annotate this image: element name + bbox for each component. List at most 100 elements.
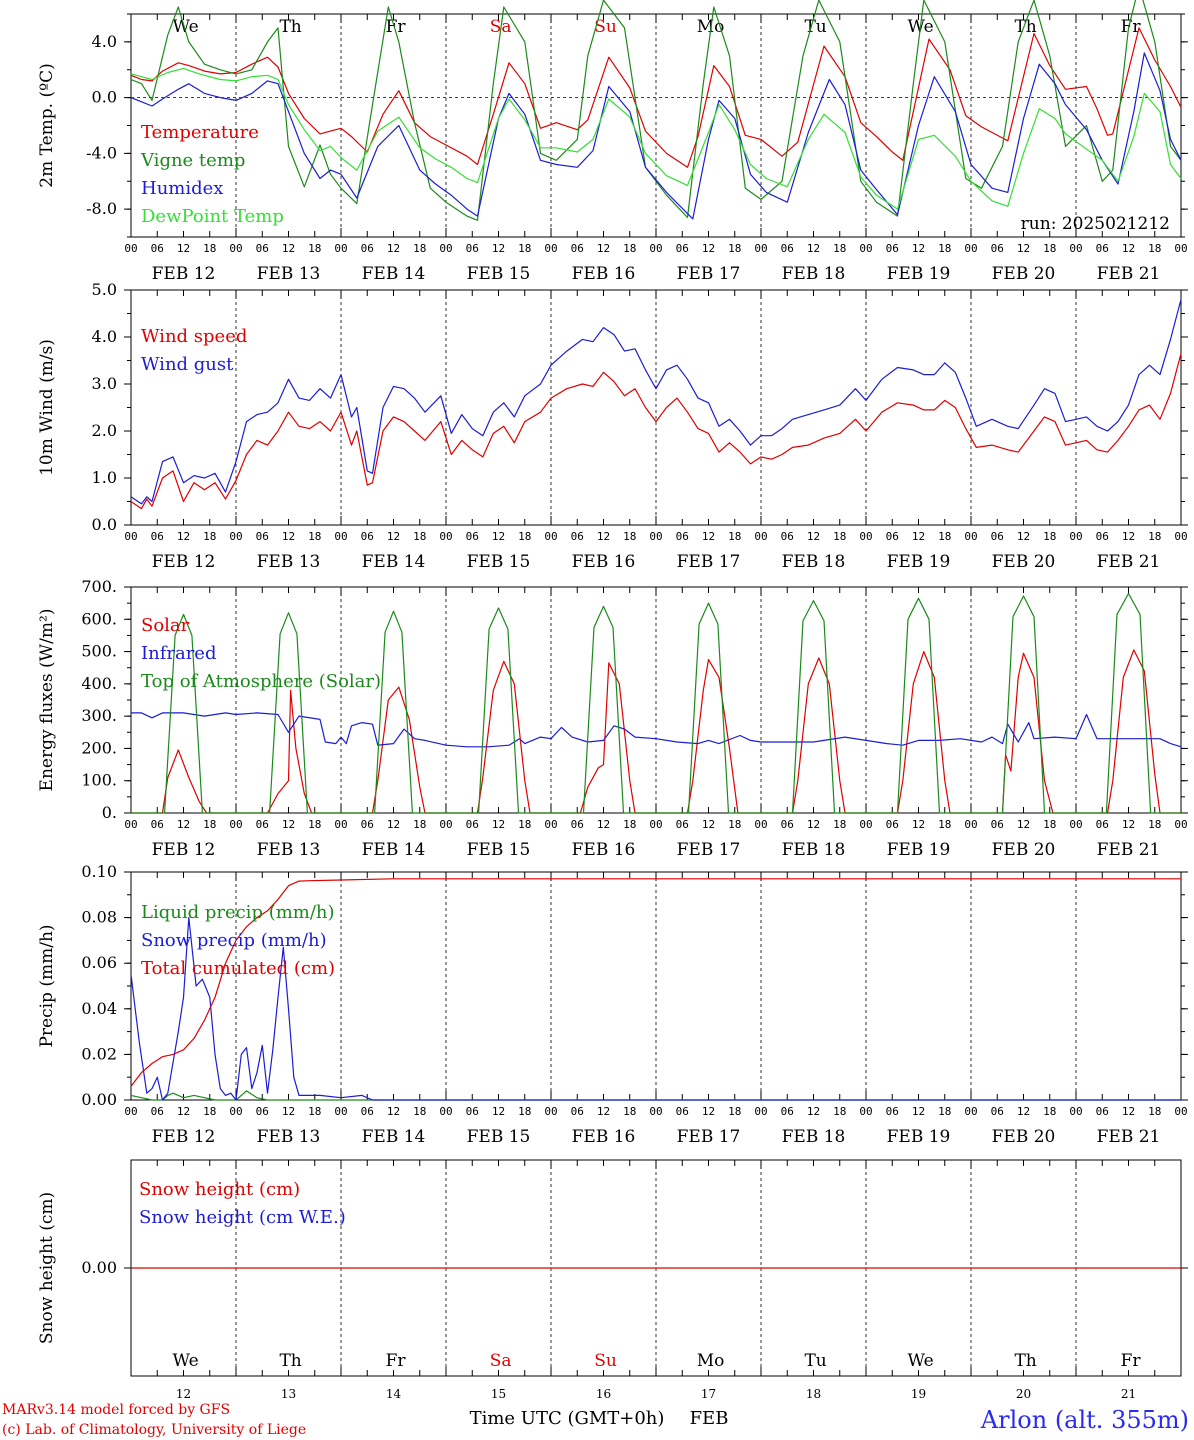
hour-tick-label: 00	[1174, 530, 1187, 543]
hour-tick-label: 12	[492, 818, 505, 831]
hour-tick-label: 06	[886, 1105, 899, 1118]
series-line	[130, 878, 1181, 1087]
hour-tick-label: 06	[991, 818, 1004, 831]
series-line	[131, 592, 1181, 814]
legend-entry: Vigne temp	[140, 150, 245, 171]
y-tick-label: 0.00	[81, 1090, 117, 1109]
hour-tick-label: 00	[859, 530, 872, 543]
hour-tick-label: 18	[623, 530, 636, 543]
y-axis-title: 2m Temp. (ºC)	[37, 63, 57, 188]
hour-tick-label: 12	[807, 242, 820, 255]
hour-tick-label: 18	[623, 1105, 636, 1118]
hour-tick-label: 06	[361, 242, 374, 255]
hour-tick-label: 12	[177, 1105, 190, 1118]
hour-tick-label: 00	[124, 1105, 137, 1118]
hour-tick-label: 06	[361, 530, 374, 543]
hour-tick-label: 00	[1069, 530, 1082, 543]
date-label: FEB 16	[572, 1127, 636, 1147]
hour-tick-label: 12	[1017, 1105, 1030, 1118]
weekday-label: Mo	[697, 1351, 725, 1371]
weekday-label: We	[173, 17, 199, 37]
hour-tick-label: 00	[964, 242, 977, 255]
y-tick-label: 0.06	[81, 953, 117, 972]
date-label: FEB 13	[257, 1127, 321, 1147]
hour-tick-label: 12	[912, 1105, 925, 1118]
legend-entry: Infrared	[141, 643, 216, 664]
date-label: FEB 15	[467, 1127, 531, 1147]
day-number: 14	[386, 1387, 402, 1401]
hour-tick-label: 06	[781, 530, 794, 543]
date-label: FEB 15	[467, 264, 531, 284]
y-tick-label: 5.0	[92, 280, 117, 299]
hour-tick-label: 12	[807, 1105, 820, 1118]
series-line	[130, 299, 1182, 505]
hour-tick-label: 00	[229, 242, 242, 255]
y-axis-title: 10m Wind (m/s)	[37, 339, 57, 476]
y-tick-label: 700.	[81, 577, 117, 596]
hour-tick-label: 06	[1096, 242, 1109, 255]
y-tick-label: 500.	[81, 642, 117, 661]
hour-tick-label: 06	[991, 1105, 1004, 1118]
y-tick-label: 0.02	[81, 1044, 117, 1063]
hour-tick-label: 00	[124, 530, 137, 543]
credit-line-1: MARv3.14 model forced by GFS	[2, 1402, 230, 1418]
hour-tick-label: 18	[203, 1105, 216, 1118]
hour-tick-label: 12	[1122, 818, 1135, 831]
x-axis-title: Time UTC (GMT+0h)	[470, 1408, 665, 1429]
hour-tick-label: 00	[649, 1105, 662, 1118]
weekday-label: Th	[1014, 17, 1036, 37]
panel-frame-1	[130, 13, 1182, 238]
hour-tick-label: 00	[544, 1105, 557, 1118]
hour-tick-label: 18	[1148, 242, 1161, 255]
hour-tick-label: 12	[387, 242, 400, 255]
hour-tick-label: 00	[439, 242, 452, 255]
hour-tick-label: 06	[571, 1105, 584, 1118]
date-label: FEB 21	[1097, 840, 1161, 860]
hour-tick-label: 18	[308, 530, 321, 543]
hour-tick-label: 12	[597, 818, 610, 831]
day-number: 12	[176, 1387, 191, 1401]
hour-tick-label: 18	[203, 530, 216, 543]
hour-tick-label: 12	[387, 1105, 400, 1118]
hour-tick-label: 18	[518, 1105, 531, 1118]
hour-tick-label: 00	[754, 1105, 767, 1118]
hour-tick-label: 12	[1017, 818, 1030, 831]
y-tick-label: 0.10	[81, 862, 117, 881]
hour-tick-label: 06	[886, 530, 899, 543]
run-label: run: 2025021212	[1021, 214, 1170, 234]
date-label: FEB 13	[257, 552, 321, 572]
date-label: FEB 19	[887, 264, 951, 284]
hour-tick-label: 06	[466, 818, 479, 831]
hour-tick-label: 18	[1148, 530, 1161, 543]
hour-tick-label: 06	[676, 1105, 689, 1118]
hour-tick-label: 12	[492, 242, 505, 255]
date-label: FEB 21	[1097, 264, 1161, 284]
hour-tick-label: 12	[282, 1105, 295, 1118]
hour-tick-label: 06	[991, 530, 1004, 543]
y-tick-label: 600.	[81, 609, 117, 628]
hour-tick-label: 12	[1122, 242, 1135, 255]
hour-tick-label: 18	[413, 818, 426, 831]
series-line	[130, 1090, 1181, 1101]
date-label: FEB 17	[677, 840, 741, 860]
hour-tick-label: 00	[859, 818, 872, 831]
hour-tick-label: 00	[1069, 242, 1082, 255]
x-axis-month: FEB	[690, 1408, 729, 1429]
credit-line-2: (c) Lab. of Climatology, University of L…	[2, 1422, 306, 1438]
y-tick-label: 4.0	[92, 32, 117, 51]
date-label: FEB 20	[992, 1127, 1056, 1147]
hour-tick-label: 00	[859, 1105, 872, 1118]
hour-tick-label: 00	[1174, 242, 1187, 255]
y-tick-label: 300.	[81, 706, 117, 725]
y-tick-label: 3.0	[92, 374, 117, 393]
hour-tick-label: 18	[1148, 1105, 1161, 1118]
legend-entry: Humidex	[141, 178, 223, 199]
hour-tick-label: 18	[308, 1105, 321, 1118]
hour-tick-label: 12	[282, 530, 295, 543]
date-label: FEB 17	[677, 552, 741, 572]
hour-tick-label: 00	[1174, 818, 1187, 831]
hour-tick-label: 00	[439, 530, 452, 543]
date-label: FEB 15	[467, 840, 531, 860]
hour-tick-label: 12	[492, 1105, 505, 1118]
legend-entry: Wind gust	[141, 354, 234, 375]
